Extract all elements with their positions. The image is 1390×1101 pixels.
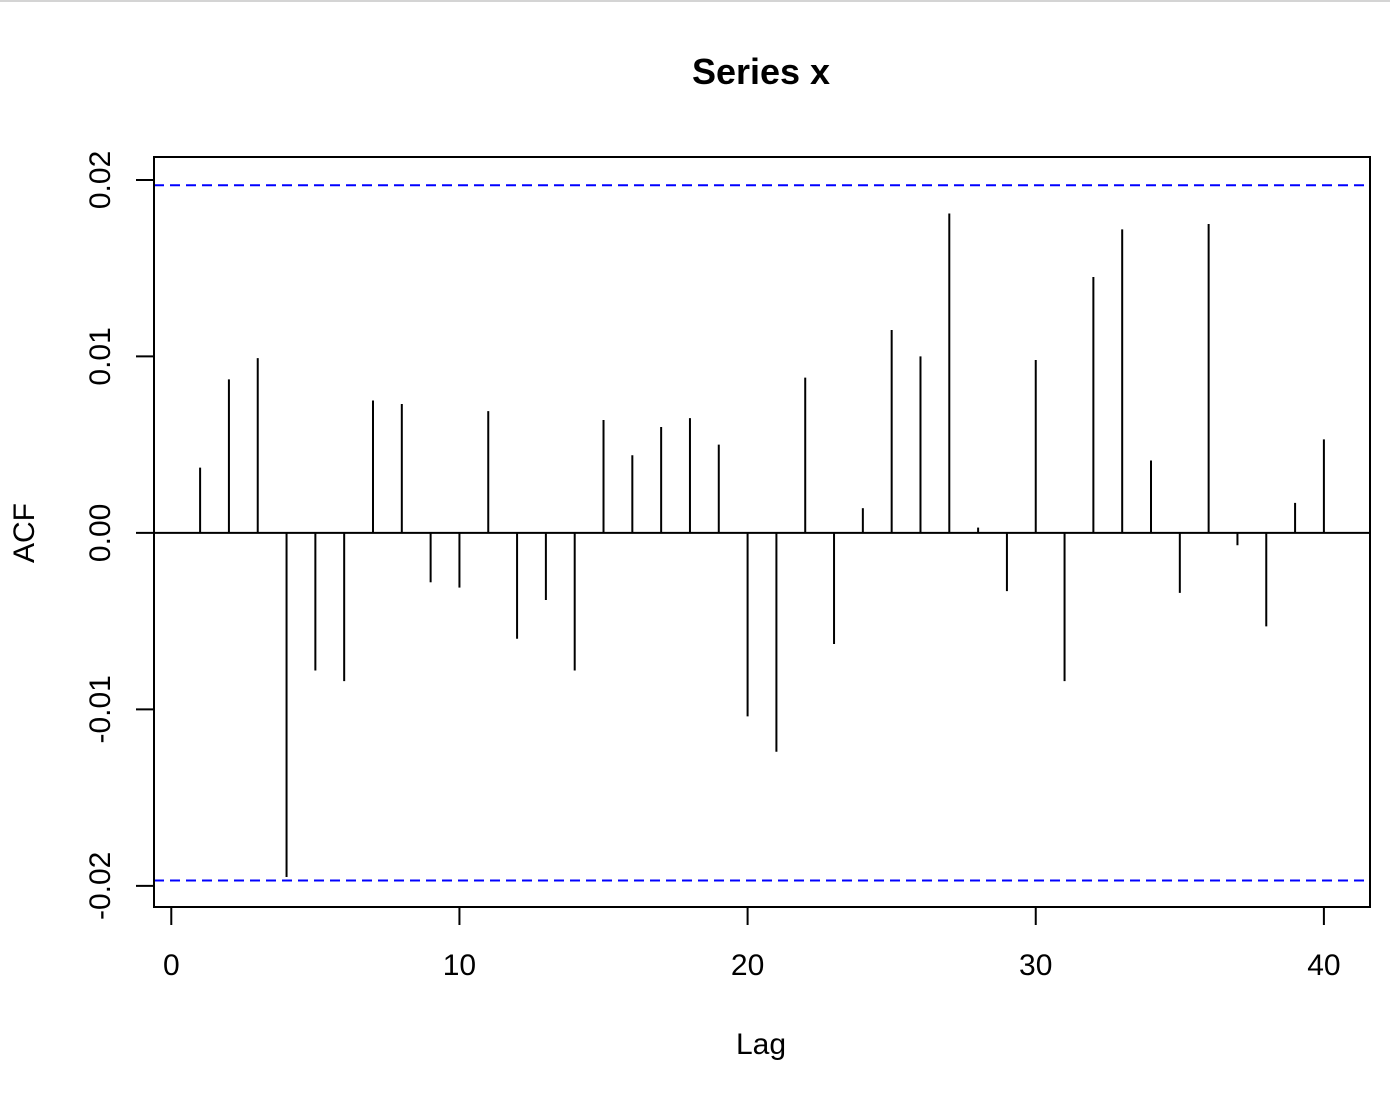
x-tick-label: 40: [1307, 949, 1340, 982]
x-axis: 0 10 20 30 40: [163, 906, 1341, 982]
x-tick-label: 20: [731, 949, 764, 982]
x-tick-label: 0: [163, 949, 180, 982]
x-tick-label: 10: [443, 949, 476, 982]
y-tick-label: -0.02: [84, 852, 117, 920]
x-axis-label: Lag: [736, 1028, 786, 1061]
chart-title: Series x: [692, 51, 830, 92]
x-tick-label: 30: [1019, 949, 1052, 982]
y-axis-label: ACF: [8, 503, 41, 563]
confidence-bounds: [154, 184, 1370, 882]
y-tick-label: 0.02: [84, 151, 117, 209]
acf-spikes: [199, 213, 1325, 877]
y-axis: -0.02 -0.01 0.00 0.01 0.02: [84, 151, 155, 920]
y-tick-label: 0.00: [84, 504, 117, 562]
y-tick-label: 0.01: [84, 327, 117, 385]
y-tick-label: -0.01: [84, 675, 117, 743]
top-divider: [0, 0, 1390, 2]
